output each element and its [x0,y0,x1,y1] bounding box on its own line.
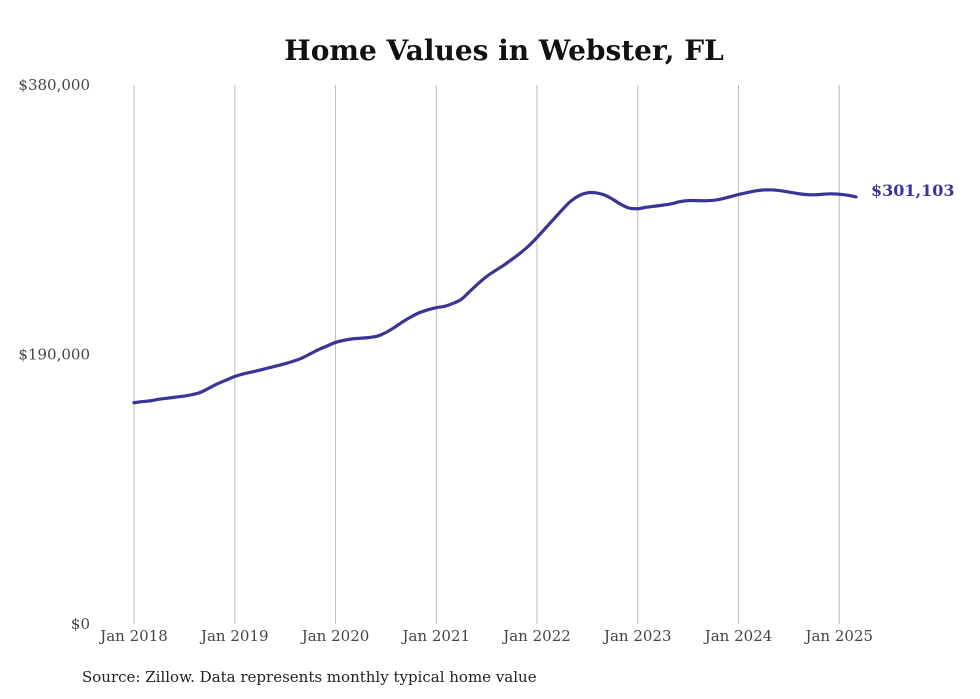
x-axis: Jan 2018 Jan 2019 Jan 2020 Jan 2021 Jan 2022… [98,627,873,645]
x-tick-label: Jan 2023 [602,627,672,645]
x-tick-label: Jan 2018 [98,627,168,645]
x-tick-label: Jan 2019 [199,627,269,645]
y-axis: $0 $190,000 $380,000 [18,76,90,633]
last-value-label: $301,103 [871,181,955,200]
x-tick-label: Jan 2024 [703,627,773,645]
x-tick-label: Jan 2021 [400,627,470,645]
plot-area [132,188,858,405]
y-tick-label: $190,000 [18,346,90,364]
x-tick-label: Jan 2020 [300,627,370,645]
x-tick-label: Jan 2025 [803,627,873,645]
y-tick-label: $0 [71,615,90,633]
chart-title: Home Values in Webster, FL [284,34,724,67]
x-tick-label: Jan 2022 [501,627,571,645]
y-tick-label: $380,000 [18,76,90,94]
source-note: Source: Zillow. Data represents monthly … [82,668,537,686]
series-line-0 [132,188,858,405]
grid-lines [133,85,840,624]
